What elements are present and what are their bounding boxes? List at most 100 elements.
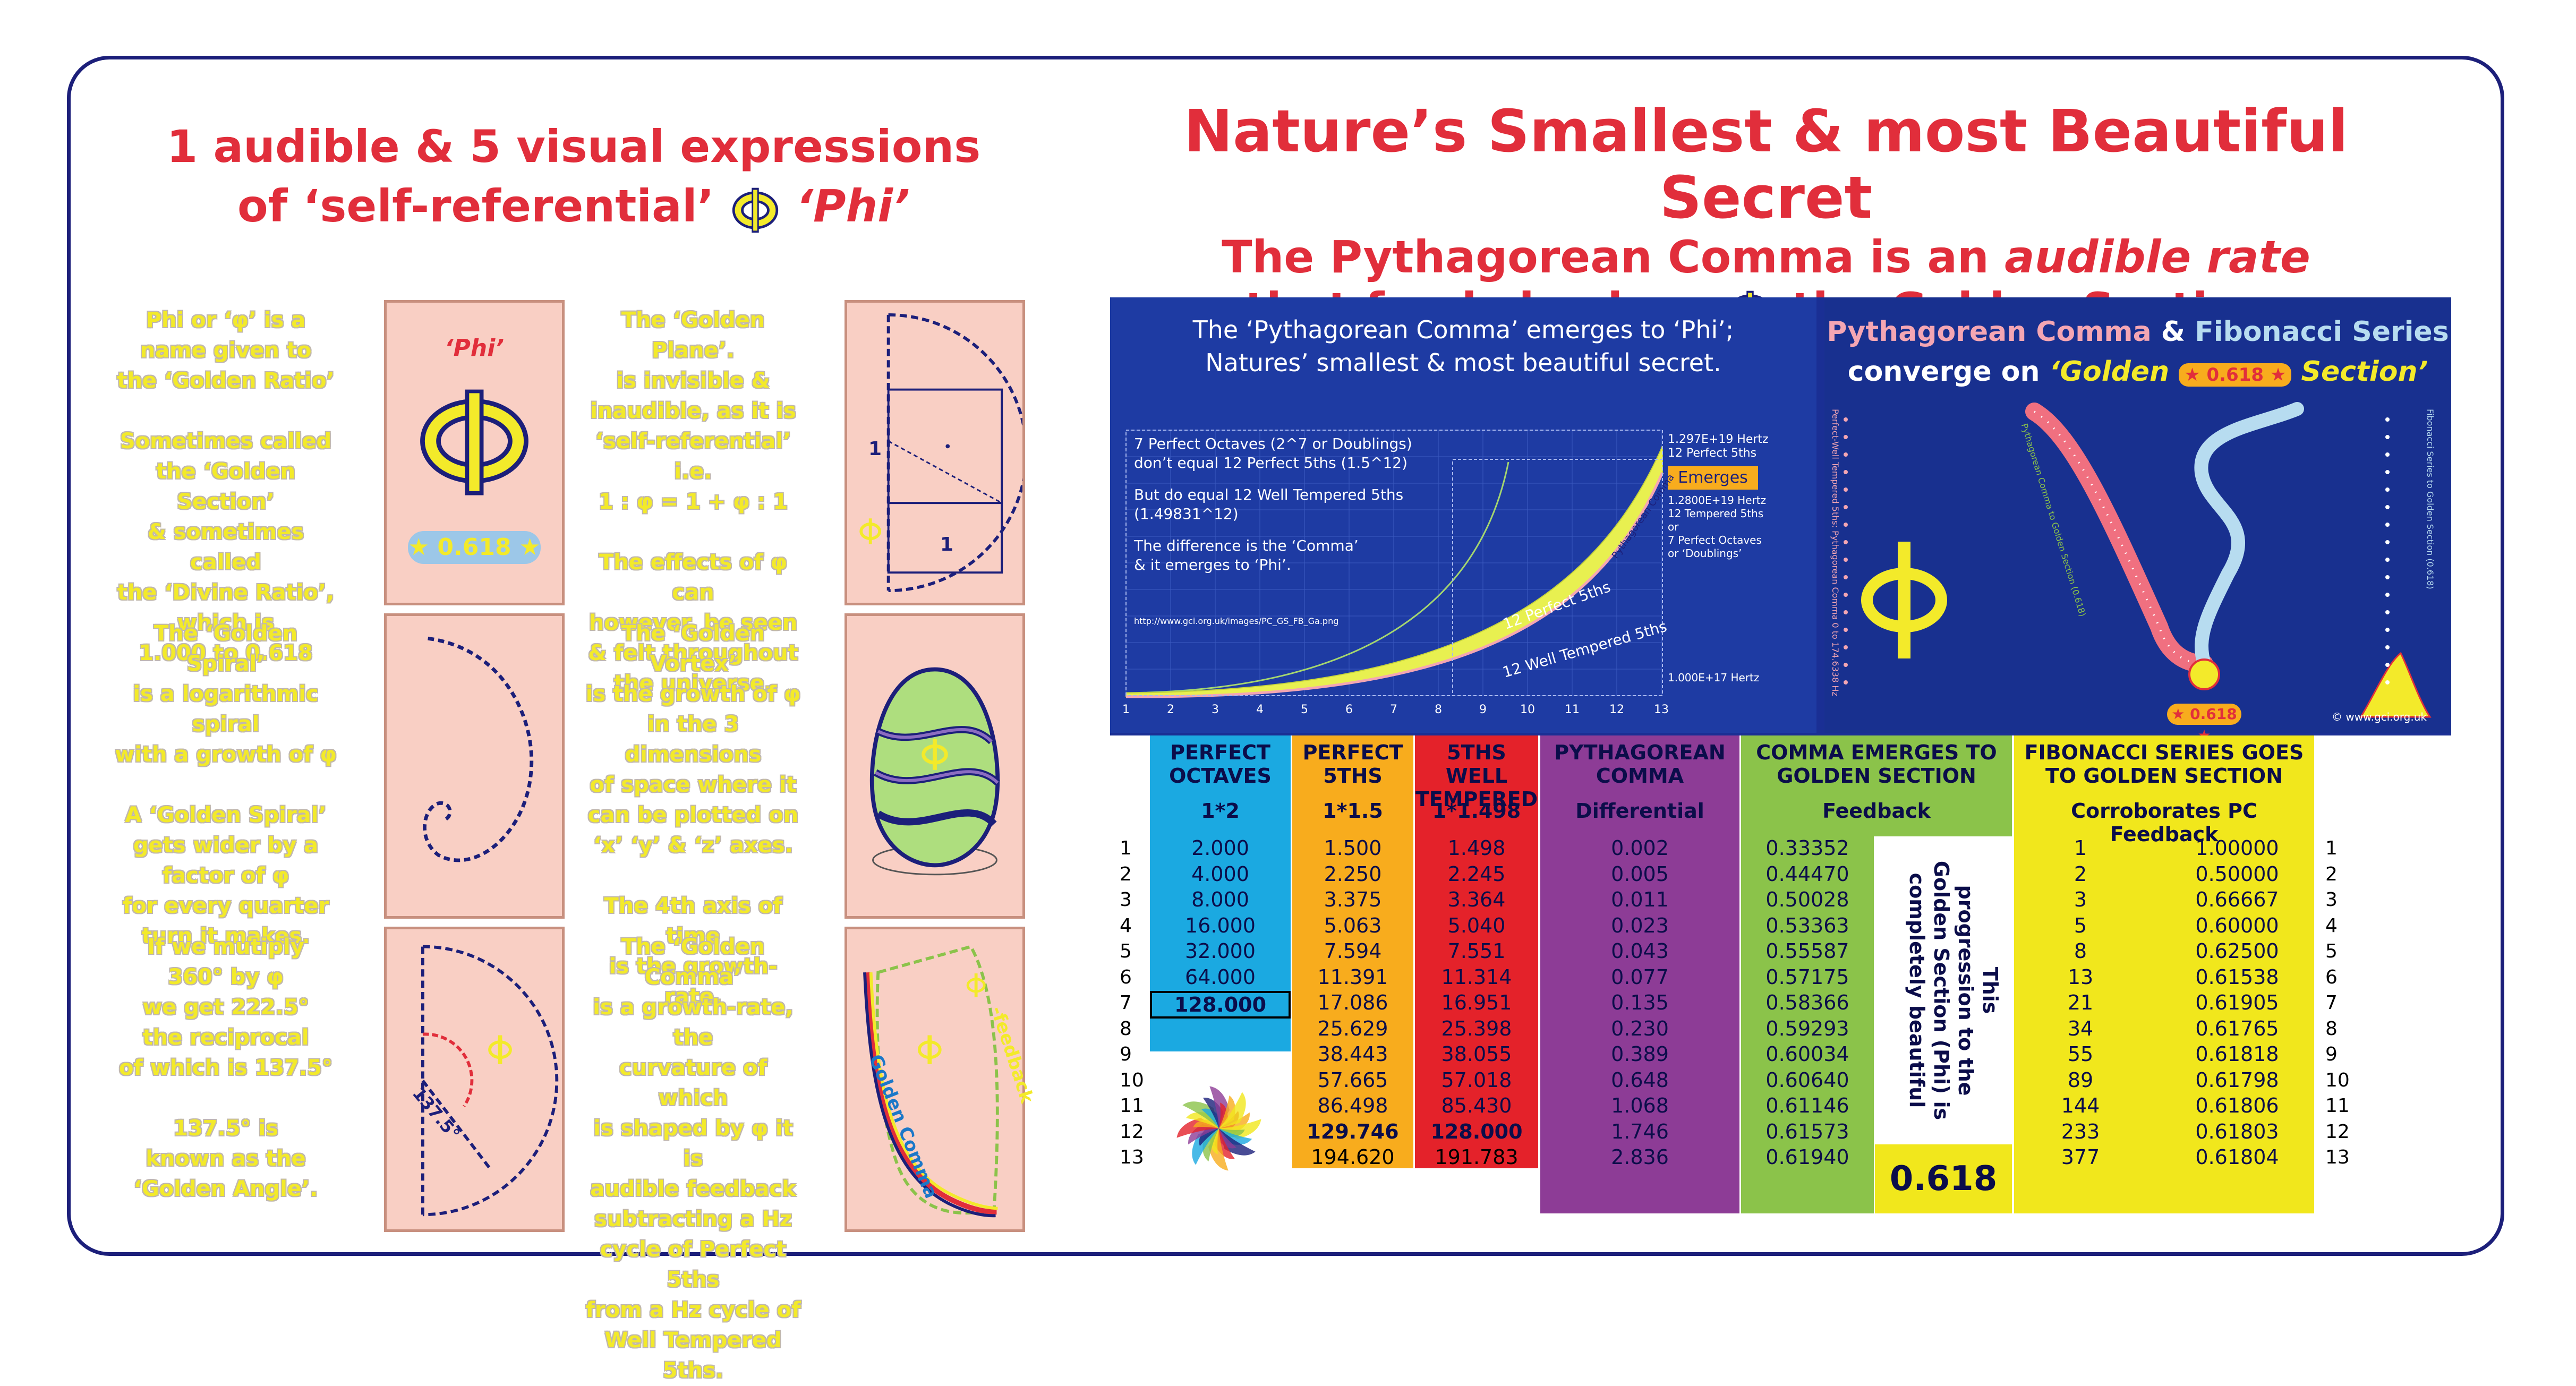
row-number: 13 <box>1120 1147 1144 1168</box>
row-number: 7 <box>2325 992 2338 1014</box>
row-number: 4 <box>1120 914 1132 937</box>
golden-comma-diagram <box>863 945 999 1218</box>
table-cell: 1.498 <box>1447 836 1506 860</box>
row-number: 10 <box>2325 1069 2350 1091</box>
table-cell: 0.389 <box>1611 1042 1669 1066</box>
phi-description: Phi or ‘φ’ is a name given to the ‘Golden … <box>117 308 335 665</box>
row-number: 9 <box>2325 1043 2338 1065</box>
table-cell: 38.055 <box>1441 1042 1512 1066</box>
row-number: 2 <box>1120 863 1132 885</box>
angle-description: If we mutiply 360° by φ we get 222.5° the r… <box>118 935 333 1201</box>
table-cell: 7.594 <box>1324 939 1382 963</box>
golden-angle-panel: 137.5° <box>384 927 565 1232</box>
table-cell: 0.005 <box>1611 862 1669 886</box>
comma-infographic: 1 2 3 4 5 6 7 8 9 10 11 12 13 The ‘Pythagorean Comma… <box>1110 297 2451 1213</box>
table-cell: 85.430 <box>1441 1094 1512 1117</box>
fibonacci-number: 34 <box>2067 1016 2094 1040</box>
left-title-line2: of ‘self-referential’ ‘Phi’ <box>112 176 1036 236</box>
fibonacci-ratio: 0.61804 <box>2195 1145 2279 1169</box>
convergence-title-1: Pythagorean Comma & Fibonacci Series <box>1827 316 2449 348</box>
golden-value: 0.618 <box>1875 1144 2012 1213</box>
row-number: 10 <box>1120 1069 1144 1091</box>
table-cell: 0.60034 <box>1765 1042 1849 1066</box>
tempered-curve <box>1125 472 1664 698</box>
table-cell: 0.011 <box>1611 888 1669 911</box>
golden-spiral-diagram <box>423 636 534 862</box>
phi-symbol-icon <box>488 1035 512 1064</box>
row-number-column-right: 1 2 3 4 5 6 7 8 9 10 11 12 13 <box>2316 735 2358 1213</box>
mandala-cell <box>1150 1051 1291 1213</box>
comma-chart: 1 2 3 4 5 6 7 8 9 10 11 12 13 The ‘Pythagorean Comma… <box>1110 297 1816 733</box>
table-cell: 11.314 <box>1441 965 1512 989</box>
fibonacci-ratio: 0.61806 <box>2195 1094 2279 1117</box>
table-cell: 38.443 <box>1317 1042 1388 1066</box>
table-cell: 0.230 <box>1611 1016 1669 1040</box>
data-table: 1 2 3 4 5 6 7 8 9 10 11 12 13 PERFECT OCTAVES 1*2 2.0… <box>1110 735 2451 1213</box>
row-number: 5 <box>1120 940 1132 962</box>
row-number: 4 <box>2325 914 2338 937</box>
phi-symbol-icon <box>966 973 986 997</box>
golden-vortex-panel <box>845 613 1025 919</box>
x-tick-label: 4 <box>1256 703 1264 716</box>
table-cell: 3.375 <box>1324 888 1382 911</box>
perfect-fifths-column: PERFECT 5THS 1*1.5 1.500 2.250 3.375 5.063 7.… <box>1292 735 1413 1213</box>
fibonacci-ratio: 0.62500 <box>2195 939 2279 963</box>
fibonacci-number: 1 <box>2074 836 2087 860</box>
feedback-header: COMMA EMERGES TO GOLDEN SECTION Feedback <box>1741 735 2012 836</box>
fibonacci-ratio: 0.61818 <box>2195 1042 2279 1066</box>
vertical-caption-1: Perfect-Well Tempered 5ths: Pythagorean … <box>1830 409 1840 696</box>
table-cell: 4.000 <box>1191 862 1249 886</box>
fibonacci-number: 2 <box>2074 862 2087 886</box>
x-tick-label: 13 <box>1654 703 1669 716</box>
table-cell: 0.58366 <box>1765 991 1849 1014</box>
fibonacci-ratio: 0.61803 <box>2195 1119 2279 1143</box>
fibonacci-number: 13 <box>2067 965 2094 989</box>
chart-bottom-label: 1.000E+17 Hertz <box>1668 671 1760 684</box>
table-cell: 0.043 <box>1611 939 1669 963</box>
fibonacci-number: 8 <box>2074 939 2087 963</box>
table-cell: 5.040 <box>1447 913 1506 937</box>
table-cell: 0.33352 <box>1765 836 1849 860</box>
row-number: 6 <box>1120 966 1132 988</box>
table-cell: 57.018 <box>1441 1068 1512 1092</box>
convergence-title-2: converge on ‘Golden ★ 0.618 ★ Section’ <box>1847 356 2428 388</box>
table-cell: 64.000 <box>1185 965 1256 989</box>
table-cell: 128.000 <box>1430 1119 1523 1143</box>
table-cell: 0.023 <box>1611 913 1669 937</box>
table-cell: 16.951 <box>1441 991 1512 1014</box>
table-cell: 129.746 <box>1307 1119 1399 1143</box>
x-tick-label: 1 <box>1122 703 1130 716</box>
fibonacci-ratio: 0.61905 <box>2195 991 2279 1014</box>
table-cell: 0.57175 <box>1765 965 1849 989</box>
fibonacci-ratio: 0.60000 <box>2195 913 2279 937</box>
x-tick-label: 10 <box>1520 703 1535 716</box>
table-cell: 16.000 <box>1185 913 1256 937</box>
table-cell: 194.620 <box>1311 1145 1395 1169</box>
fibonacci-number: 5 <box>2074 913 2087 937</box>
x-tick-label: 5 <box>1301 703 1308 716</box>
fibonacci-column: FIBONACCI SERIES GOES TO GOLDEN SECTION C… <box>2014 735 2314 1213</box>
table-cell: 0.61940 <box>1765 1145 1849 1169</box>
phi-symbol-icon <box>922 739 948 770</box>
golden-plane-panel: 1 1 <box>845 300 1025 605</box>
x-tick-label: 12 <box>1609 703 1624 716</box>
table-cell: 0.59293 <box>1765 1016 1849 1040</box>
row-number: 3 <box>2325 889 2338 911</box>
table-cell: 0.077 <box>1611 965 1669 989</box>
convergence-panel: Pythagorean Comma & Fibonacci Series con… <box>1824 297 2451 744</box>
golden-rectangle-diagram <box>859 313 1022 593</box>
fibonacci-ratio: 0.61798 <box>2195 1068 2279 1092</box>
table-cell: 2.000 <box>1191 836 1249 860</box>
phi-symbol-icon <box>859 518 882 544</box>
row-number: 11 <box>2325 1095 2350 1117</box>
comma-description: The ‘Golden Comma’ is a growth-rate, the c… <box>585 935 801 1383</box>
plane-description: The ‘Golden Plane’. is invisible & inaudib… <box>588 308 798 696</box>
gci-logo-icon <box>2359 652 2432 718</box>
plane-label-1: 1 <box>868 438 882 460</box>
fibonacci-number: 55 <box>2067 1042 2094 1066</box>
x-tick-label: 2 <box>1167 703 1174 716</box>
convergence-diagram <box>1844 402 2432 718</box>
table-cell: 191.783 <box>1435 1145 1519 1169</box>
right-title-line1: Nature’s Smallest & most Beautiful Secre… <box>1184 97 2348 232</box>
phi-panel: ‘Phi’ ★ 0.618 ★ <box>384 300 565 605</box>
